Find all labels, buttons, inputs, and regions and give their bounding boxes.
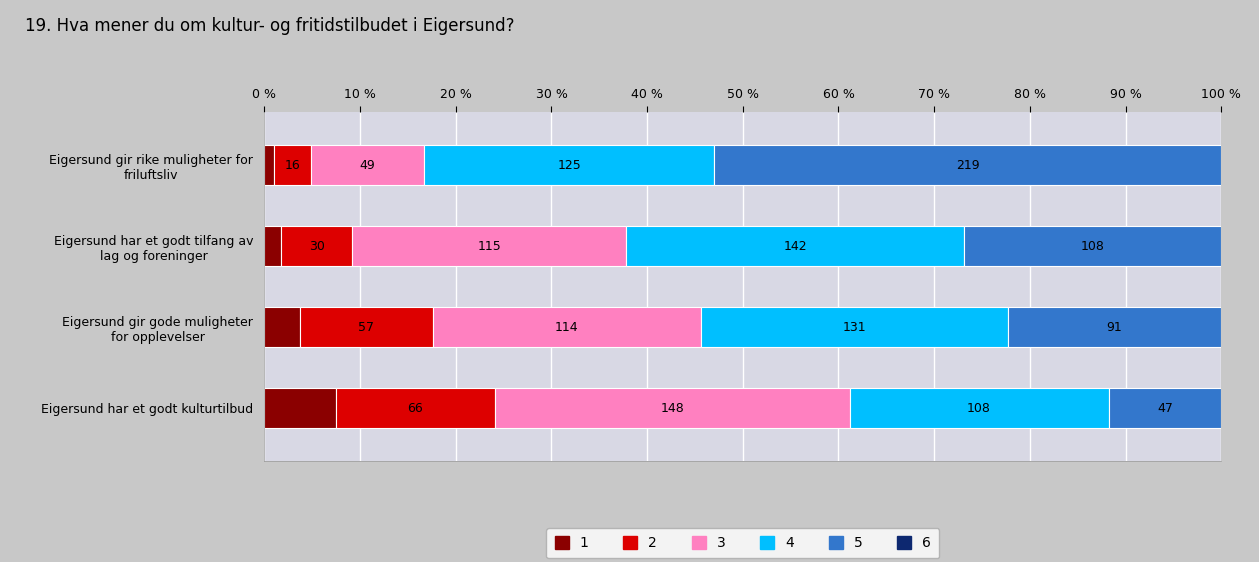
Bar: [264, 226, 281, 266]
Bar: [336, 388, 495, 428]
Bar: [264, 388, 336, 428]
Bar: [700, 307, 1007, 347]
Bar: [626, 226, 964, 266]
Text: 219: 219: [956, 158, 980, 171]
Bar: [353, 226, 626, 266]
Bar: [714, 145, 1221, 185]
Bar: [300, 307, 433, 347]
Text: 108: 108: [1080, 239, 1104, 252]
Bar: [433, 307, 700, 347]
Bar: [273, 145, 311, 185]
Text: 47: 47: [1157, 402, 1173, 415]
Text: 125: 125: [558, 158, 580, 171]
Text: 30: 30: [308, 239, 325, 252]
Bar: [495, 388, 850, 428]
Bar: [1007, 307, 1221, 347]
Bar: [311, 145, 424, 185]
Bar: [850, 388, 1108, 428]
Text: 115: 115: [477, 239, 501, 252]
Text: 57: 57: [359, 321, 374, 334]
Bar: [1108, 388, 1221, 428]
Text: 91: 91: [1107, 321, 1123, 334]
Text: 131: 131: [842, 321, 866, 334]
Text: 142: 142: [783, 239, 807, 252]
Text: 16: 16: [285, 158, 300, 171]
Text: 148: 148: [660, 402, 684, 415]
Bar: [264, 145, 273, 185]
Text: 66: 66: [408, 402, 423, 415]
Bar: [964, 226, 1221, 266]
Bar: [424, 145, 714, 185]
Text: 49: 49: [360, 158, 375, 171]
Text: 19. Hva mener du om kultur- og fritidstilbudet i Eigersund?: 19. Hva mener du om kultur- og fritidsti…: [25, 17, 515, 35]
Text: 114: 114: [555, 321, 579, 334]
Text: 108: 108: [967, 402, 991, 415]
Bar: [264, 307, 300, 347]
Bar: [281, 226, 353, 266]
Legend: 1, 2, 3, 4, 5, 6: 1, 2, 3, 4, 5, 6: [546, 528, 939, 559]
